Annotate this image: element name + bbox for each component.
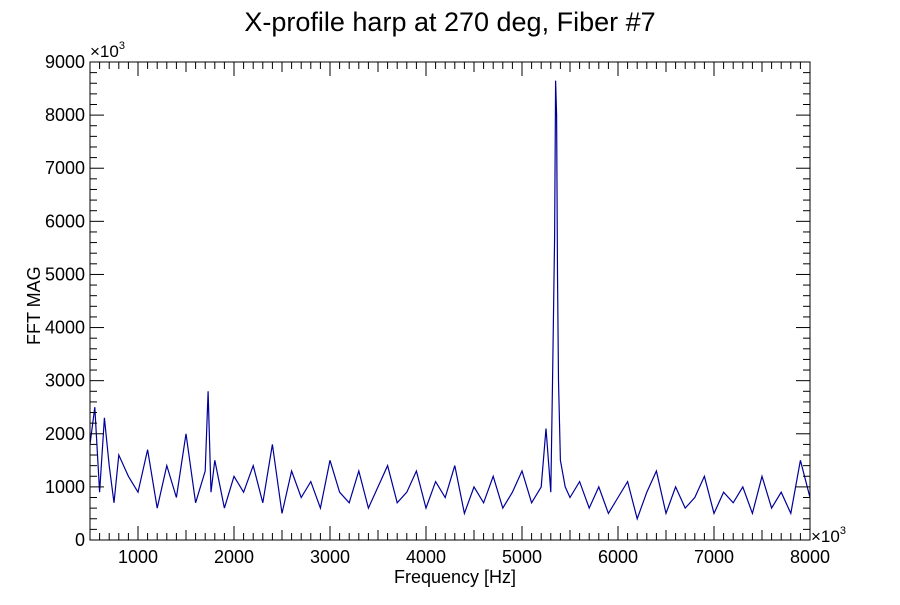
x-tick-label: 7000: [694, 547, 734, 567]
y-tick-label: 0: [75, 530, 85, 550]
fft-series-line: [90, 80, 810, 521]
axis-ticks: [89, 61, 811, 541]
y-tick-label: 4000: [45, 318, 85, 338]
y-tick-label: 1000: [45, 477, 85, 497]
y-scale-factor: ×103: [90, 40, 125, 61]
x-tick-label: 8000: [790, 547, 830, 567]
y-tick-label: 9000: [45, 52, 85, 72]
tick-labels: 1000 2000 3000 4000 5000 6000 7000 8000 0 1000 200…: [45, 52, 830, 567]
x-tick-label: 4000: [406, 547, 446, 567]
y-axis-label: FFT MAG: [24, 266, 44, 345]
y-tick-label: 7000: [45, 158, 85, 178]
x-scale-factor: ×103: [811, 525, 846, 546]
x-scale-base: ×10: [811, 527, 840, 546]
x-scale-exponent: 3: [840, 525, 846, 537]
chart-title: X-profile harp at 270 deg, Fiber #7: [244, 7, 655, 37]
y-scale-exponent: 3: [119, 40, 125, 52]
y-tick-label: 5000: [45, 264, 85, 284]
x-tick-label: 3000: [310, 547, 350, 567]
plot-frame: [89, 61, 811, 541]
x-tick-label: 2000: [214, 547, 254, 567]
y-scale-base: ×10: [90, 42, 119, 61]
y-tick-label: 6000: [45, 211, 85, 231]
y-tick-label: 2000: [45, 424, 85, 444]
y-tick-label: 3000: [45, 371, 85, 391]
x-axis-label: Frequency [Hz]: [394, 567, 516, 587]
x-tick-label: 6000: [598, 547, 638, 567]
y-tick-label: 8000: [45, 105, 85, 125]
x-tick-label: 1000: [118, 547, 158, 567]
x-tick-label: 5000: [502, 547, 542, 567]
